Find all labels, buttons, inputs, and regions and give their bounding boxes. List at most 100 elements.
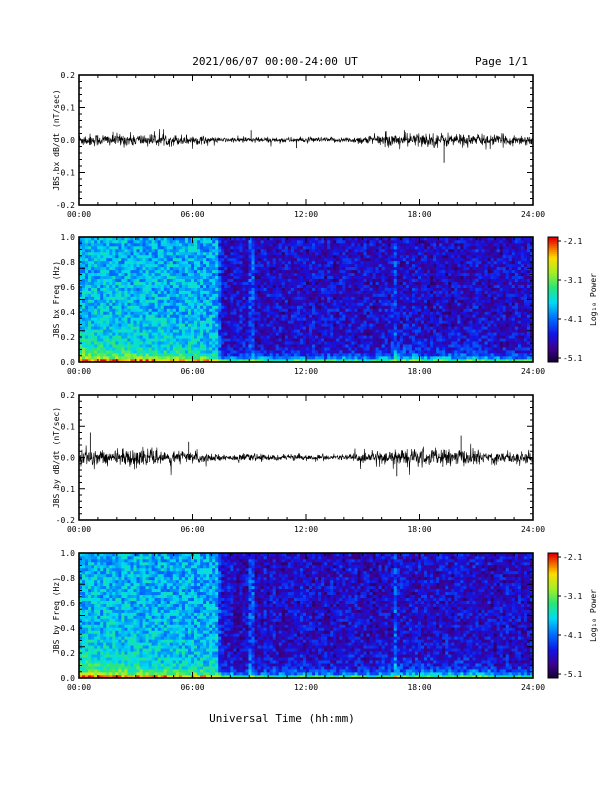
- spectrogram-cell: [312, 314, 316, 318]
- spectrogram-cell: [281, 281, 286, 285]
- spectrogram-cell: [194, 293, 198, 297]
- spectrogram-cell: [242, 293, 246, 297]
- spectrogram-cell: [145, 332, 149, 336]
- spectrogram-cell: [224, 248, 228, 253]
- spectrogram-cell: [194, 311, 198, 315]
- spectrogram-cell: [254, 332, 258, 336]
- spectrogram-cell: [194, 356, 198, 360]
- spectrogram-cell: [115, 251, 119, 256]
- spectrogram-cell: [417, 248, 422, 253]
- spectrogram-cell: [251, 317, 255, 321]
- spectrogram-cell: [378, 296, 383, 300]
- spectrogram-cell: [248, 266, 252, 271]
- spectrogram-cell: [321, 326, 325, 330]
- spectrogram-cell: [345, 242, 349, 247]
- spectrogram-cell: [339, 272, 343, 277]
- spectrogram-cell: [254, 237, 258, 241]
- spectrogram-cell: [318, 272, 322, 277]
- spectrogram-cell: [215, 356, 219, 360]
- spectrogram-cell: [218, 257, 222, 262]
- spectrogram-cell: [200, 239, 204, 244]
- spectrogram-cell: [127, 272, 131, 277]
- spectrogram-cell: [351, 269, 355, 274]
- spectrogram-cell: [381, 278, 386, 282]
- spectrogram-cell: [224, 326, 228, 330]
- spectrogram-cell: [284, 320, 289, 324]
- spectrogram-cell: [375, 260, 379, 265]
- spectrogram-cell: [227, 278, 231, 282]
- spectrogram-cell: [124, 269, 128, 274]
- spectrogram-cell: [414, 284, 419, 288]
- spectrogram-cell: [194, 239, 198, 244]
- spectrogram-cell: [190, 248, 195, 253]
- spectrogram-cell: [142, 311, 146, 315]
- spectrogram-cell: [212, 254, 216, 259]
- spectrogram-cell: [327, 323, 331, 327]
- spectrogram-cell: [254, 350, 258, 354]
- spectrogram-cell: [178, 266, 183, 271]
- spectrogram-cell: [278, 248, 283, 253]
- spectrogram-cell: [115, 290, 119, 294]
- spectrogram-cell: [206, 278, 210, 282]
- spectrogram-cell: [275, 317, 280, 321]
- spectrogram-cell: [378, 272, 383, 277]
- spectrogram-cell: [421, 266, 425, 271]
- spectrogram-cell: [251, 284, 255, 288]
- spectrogram-cell: [221, 302, 225, 306]
- spectrogram-cell: [369, 356, 373, 360]
- spectrogram-cell: [145, 338, 149, 342]
- spectrogram-cell: [187, 320, 192, 324]
- spectrogram-cell: [127, 326, 131, 330]
- spectrogram-cell: [218, 341, 222, 345]
- spectrogram-cell: [269, 245, 274, 250]
- spectrogram-cell: [133, 356, 137, 360]
- spectrogram-cell: [227, 344, 231, 348]
- spectrogram-cell: [181, 257, 186, 262]
- spectrogram-cell: [136, 245, 140, 250]
- spectrogram-cell: [378, 269, 383, 274]
- spectrogram-cell: [272, 323, 277, 327]
- spectrogram-cell: [178, 242, 183, 247]
- spectrogram-cell: [127, 314, 131, 318]
- spectrogram-cell: [360, 329, 364, 333]
- spectrogram-cell: [357, 335, 361, 339]
- spectrogram-cell: [166, 308, 171, 312]
- spectrogram-cell: [181, 269, 186, 274]
- spectrogram-cell: [175, 353, 180, 357]
- spectrogram-cell: [287, 299, 292, 303]
- spectrogram-cell: [215, 359, 219, 363]
- spectrogram-cell: [233, 353, 237, 357]
- spectrogram-cell: [166, 338, 171, 342]
- spectrogram-cell: [172, 350, 177, 354]
- spectrogram-cell: [405, 317, 410, 321]
- spectrogram-cell: [421, 359, 425, 363]
- spectrogram-cell: [290, 299, 295, 303]
- spectrogram-cell: [257, 359, 261, 363]
- spectrogram-cell: [372, 260, 376, 265]
- spectrogram-cell: [306, 239, 310, 244]
- spectrogram-cell: [396, 308, 401, 312]
- spectrogram-cell: [287, 269, 292, 274]
- spectrogram-cell: [136, 311, 140, 315]
- spectrogram-cell: [378, 317, 383, 321]
- spectrogram-cell: [306, 323, 310, 327]
- spectrogram-cell: [251, 320, 255, 324]
- spectrogram-cell: [405, 237, 410, 241]
- spectrogram-cell: [348, 245, 352, 250]
- spectrogram-cell: [284, 260, 289, 265]
- spectrogram-cell: [82, 341, 86, 345]
- spectrogram-cell: [348, 263, 352, 268]
- spectrogram-cell: [302, 305, 307, 309]
- spectrogram-cell: [227, 302, 231, 306]
- spectrogram-cell: [163, 329, 168, 333]
- spectrogram-cell: [115, 260, 119, 265]
- spectrogram-cell: [206, 329, 210, 333]
- spectrogram-cell: [384, 326, 389, 330]
- spectrogram-cell: [115, 245, 119, 250]
- spectrogram-cell: [224, 245, 228, 250]
- spectrogram-cell: [94, 314, 98, 318]
- spectrogram-cell: [184, 338, 189, 342]
- spectrogram-cell: [230, 245, 234, 250]
- spectrogram-cell: [169, 287, 174, 291]
- spectrogram-cell: [212, 320, 216, 324]
